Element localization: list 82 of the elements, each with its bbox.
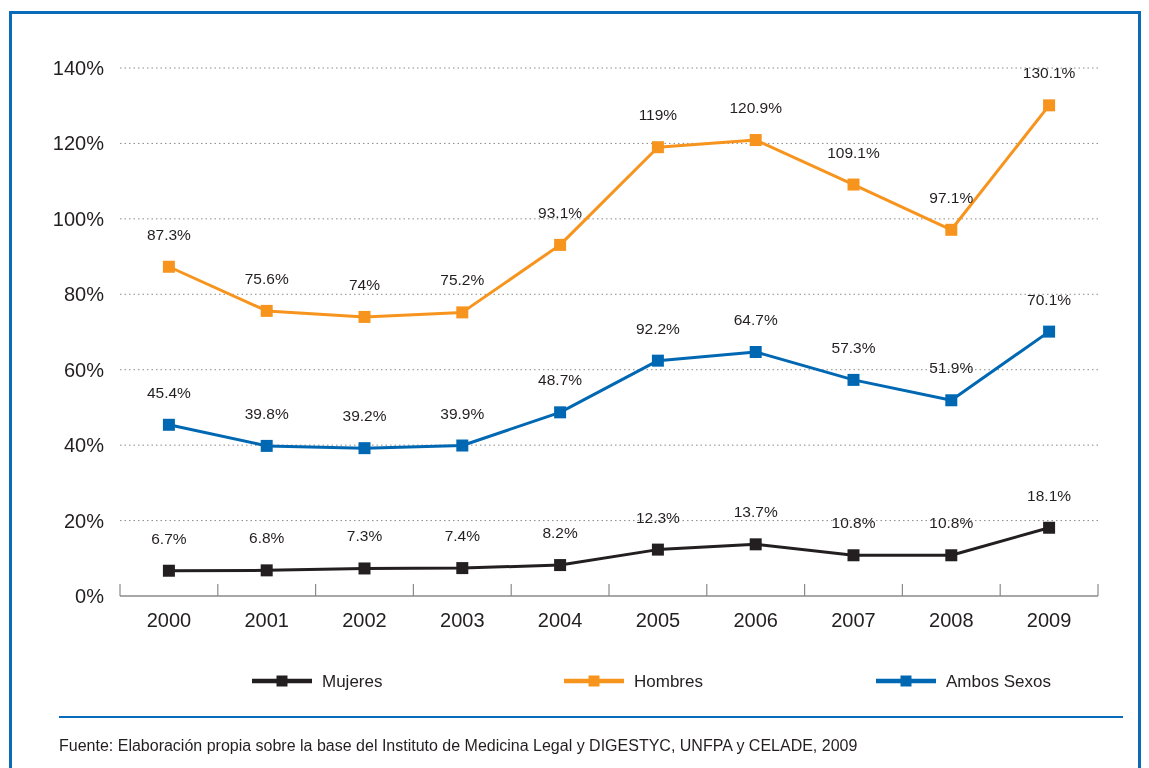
data-label: 6.7% [151, 529, 187, 547]
point [945, 394, 958, 407]
data-label: 39.2% [342, 407, 387, 425]
data-label: 93.1% [538, 203, 583, 221]
point [260, 564, 273, 577]
data-label: 7.4% [444, 527, 481, 545]
data-label: 64.7% [733, 310, 778, 328]
y-tick-label: 100% [52, 207, 105, 230]
point [162, 418, 175, 431]
point [554, 559, 567, 572]
point [260, 304, 273, 317]
data-label: 57.3% [831, 338, 876, 356]
source-note: Fuente: Elaboración propia sobre la base del Instituto de Medicina Legal y DIGESTYC, UNFPA y CELADE, 2009 [59, 736, 858, 754]
y-tick-label: 60% [63, 358, 105, 381]
data-label: 120.9% [729, 99, 783, 117]
x-tick-label: 2003 [440, 609, 485, 631]
data-label: 119% [638, 106, 678, 124]
x-tick-label: 2001 [244, 609, 289, 631]
data-label: 12.3% [635, 508, 681, 526]
point [456, 439, 469, 452]
x-tick-label: 2000 [146, 609, 192, 631]
point [847, 549, 860, 562]
data-label: 51.9% [929, 359, 974, 377]
point [1043, 99, 1056, 112]
data-label: 18.1% [1027, 486, 1072, 504]
point [1043, 325, 1056, 338]
point [749, 345, 762, 358]
x-tick-label: 2005 [635, 609, 681, 631]
point [358, 310, 371, 323]
point [749, 134, 762, 147]
point [945, 549, 958, 562]
data-label: 13.7% [733, 503, 778, 521]
data-label: 48.7% [538, 371, 583, 389]
data-label: 74% [348, 275, 381, 293]
point [651, 543, 664, 556]
x-tick-label: 2004 [537, 609, 583, 631]
point [847, 178, 860, 191]
point [358, 562, 371, 575]
point [456, 306, 469, 319]
x-tick-label: 2006 [733, 609, 778, 631]
point [1043, 521, 1056, 534]
point [456, 562, 469, 575]
point [554, 406, 567, 419]
data-label: 6.8% [249, 529, 285, 547]
data-label: 70.1% [1027, 290, 1072, 308]
data-label: 97.1% [929, 188, 974, 206]
x-tick-label: 2007 [831, 609, 876, 631]
legend-label: Mujeres [322, 671, 383, 691]
y-tick-label: 20% [63, 509, 105, 532]
data-label: 130.1% [1022, 64, 1076, 82]
point [651, 354, 664, 367]
data-label: 10.8% [929, 514, 974, 532]
point [260, 439, 273, 452]
point [162, 260, 175, 273]
data-label: 87.3% [146, 225, 192, 243]
point [945, 223, 958, 236]
x-tick-label: 2002 [342, 609, 387, 631]
legend-label: Ambos Sexos [946, 671, 1051, 691]
y-tick-label: 140% [52, 57, 105, 79]
data-label: 109.1% [827, 143, 880, 161]
point [651, 141, 664, 154]
data-label: 75.2% [440, 271, 485, 289]
data-label: 7.3% [346, 527, 383, 545]
data-label: 39.9% [440, 404, 485, 422]
data-label: 10.8% [831, 514, 876, 532]
x-tick-label: 2008 [929, 609, 974, 631]
data-label: 39.8% [244, 404, 289, 422]
point [749, 538, 762, 551]
y-tick-label: 80% [63, 283, 105, 306]
point [358, 442, 371, 455]
data-label: 8.2% [542, 524, 578, 542]
point [847, 373, 860, 386]
y-tick-label: 0% [75, 585, 105, 607]
data-label: 75.6% [244, 269, 289, 287]
point [554, 238, 567, 251]
point [162, 564, 175, 577]
legend-label: Hombres [634, 671, 703, 691]
y-tick-label: 120% [52, 132, 105, 155]
data-label: 45.4% [146, 383, 192, 401]
annotation: 92.2% [635, 319, 681, 337]
y-tick-label: 40% [63, 434, 105, 457]
x-tick-label: 2009 [1026, 609, 1072, 631]
